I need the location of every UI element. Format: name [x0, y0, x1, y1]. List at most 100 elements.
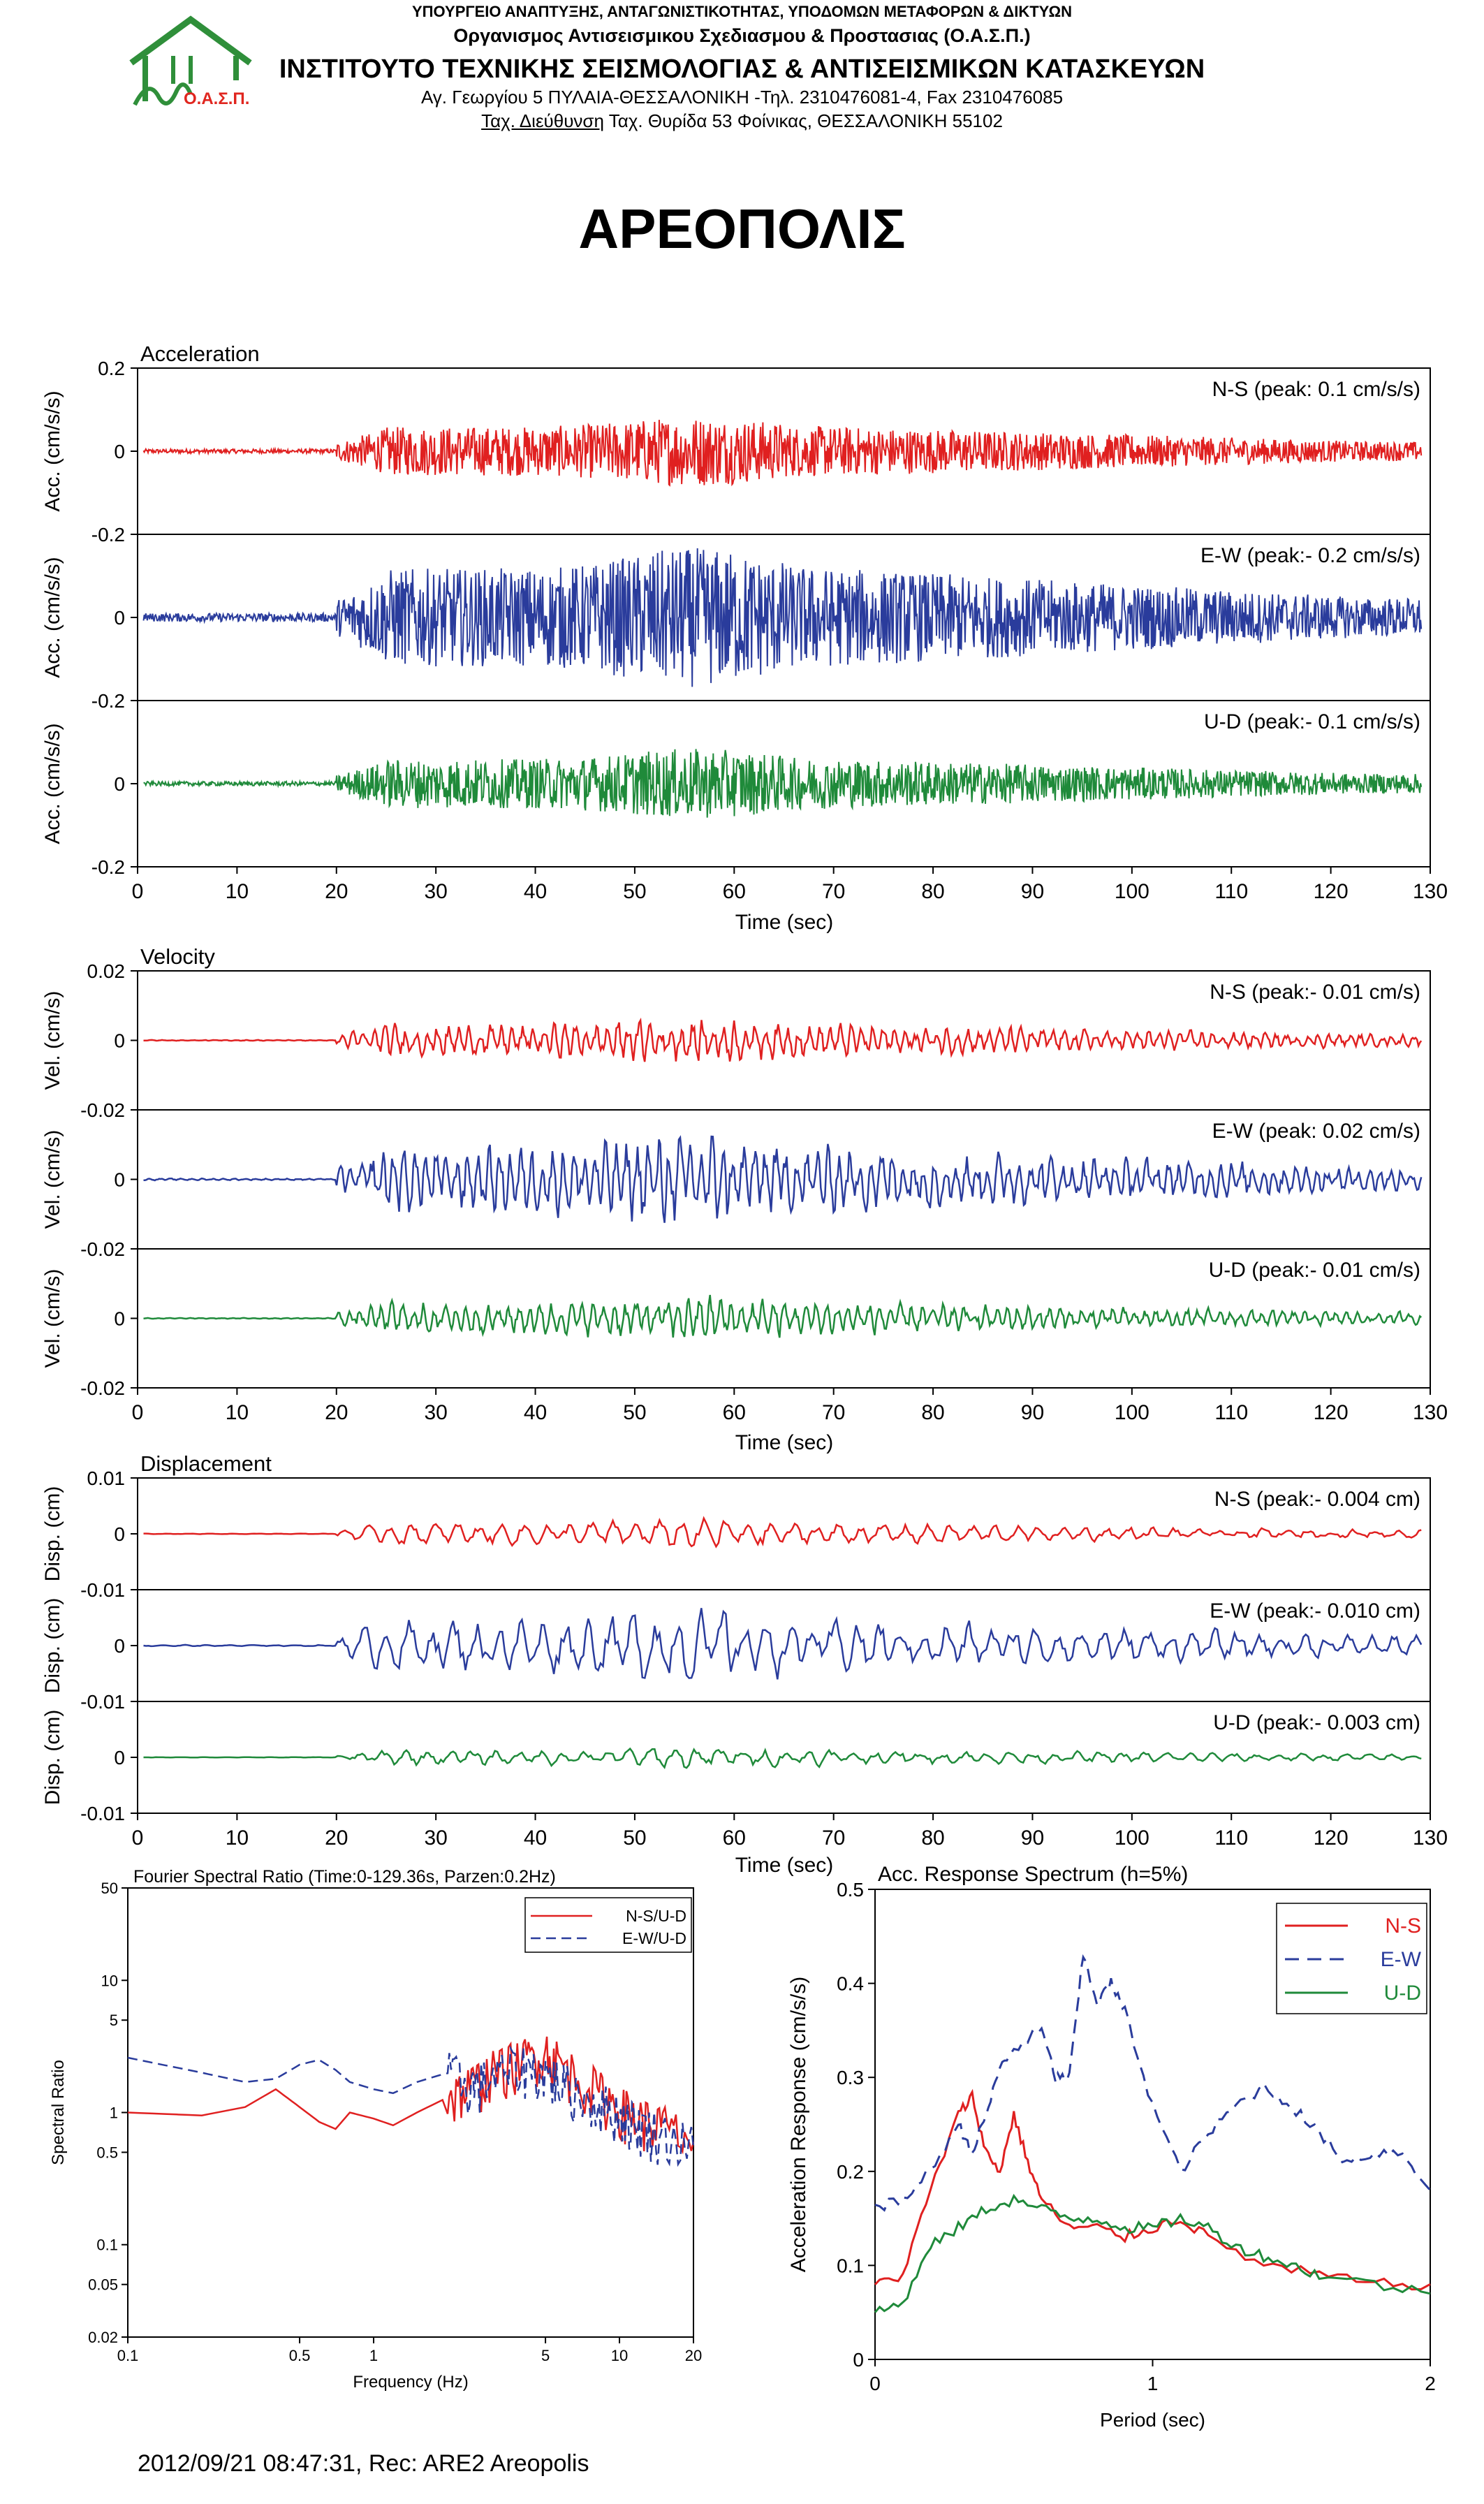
postal-line: Ταχ. Διεύθυνση Ταχ. Θυρίδα 53 Φοίνικας, …	[0, 110, 1484, 132]
x-tick-label: 60	[723, 1826, 746, 1850]
y-tick-label: 0.3	[837, 2067, 864, 2088]
y-axis-label: Acceleration Response (cm/s/s)	[787, 1977, 810, 2273]
waveform-line	[143, 1747, 1422, 1769]
legend-box	[1276, 1903, 1427, 2014]
x-tick-label: 110	[1214, 1401, 1248, 1424]
x-tick-label: 10	[226, 1826, 249, 1850]
spectral-ratio-line	[127, 2045, 695, 2167]
y-tick-label: 0	[114, 1523, 125, 1545]
y-tick-label: 0.1	[837, 2255, 864, 2276]
x-tick-label: 40	[524, 1401, 547, 1424]
postal-text: Ταχ. Θυρίδα 53 Φοίνικας, ΘΕΣΣΑΛΟΝΙΚΗ 551…	[603, 110, 1003, 131]
x-tick-label: 130	[1413, 1826, 1448, 1850]
x-tick-label: 0.5	[289, 2347, 311, 2364]
y-tick-label: 0.02	[88, 2329, 118, 2346]
x-tick-label: 50	[623, 1826, 646, 1850]
x-tick-label: 90	[1021, 880, 1044, 903]
y-tick-label: 0	[114, 773, 125, 795]
y-tick-label: 0.05	[88, 2276, 118, 2294]
x-tick-label: 20	[325, 880, 348, 903]
x-tick-label: 90	[1021, 1401, 1044, 1424]
x-tick-label: 120	[1314, 880, 1349, 903]
x-tick-label: 80	[921, 880, 944, 903]
x-tick-label: 20	[685, 2347, 702, 2364]
y-tick-label: 0.2	[837, 2161, 864, 2183]
y-tick-label: 0.5	[837, 1879, 864, 1901]
chart-title: Fourier Spectral Ratio (Time:0-129.36s, …	[133, 1867, 556, 1887]
waveform-line	[143, 1135, 1423, 1223]
y-tick-label: 0.2	[98, 358, 125, 379]
x-tick-label: 120	[1314, 1826, 1349, 1850]
y-axis-label: Disp. (cm)	[41, 1710, 64, 1806]
y-tick-label: -0.02	[80, 1099, 125, 1121]
x-tick-label: 90	[1021, 1826, 1044, 1850]
y-tick-label: 0	[114, 1308, 125, 1330]
x-tick-label: 30	[424, 1401, 447, 1424]
legend-label: N-S	[1385, 1914, 1421, 1938]
y-axis-label: Acc. (cm/s/s)	[41, 390, 64, 511]
x-tick-label: 60	[723, 880, 746, 903]
y-tick-label: 0.5	[96, 2144, 118, 2161]
x-tick-label: 120	[1314, 1401, 1349, 1424]
institute-line: ΙΝΣΤΙΤΟΥΤΟ ΤΕΧΝΙΚΗΣ ΣΕΙΣΜΟΛΟΓΙΑΣ & ΑΝΤΙΣ…	[279, 54, 1205, 84]
series-label: N-S (peak: 0.1 cm/s/s)	[1212, 378, 1420, 401]
x-tick-label: 10	[226, 1401, 249, 1424]
x-axis-label: Time (sec)	[735, 1431, 834, 1454]
waveform-line	[143, 1017, 1423, 1062]
x-tick-label: 30	[424, 880, 447, 903]
y-tick-label: -0.02	[80, 1238, 125, 1260]
legend-label: U-D	[1384, 1982, 1421, 2005]
x-tick-label: 100	[1115, 1401, 1149, 1424]
series-label: U-D (peak:- 0.1 cm/s/s)	[1204, 710, 1420, 733]
logo-text: Ο.Α.Σ.Π.	[184, 89, 250, 108]
x-tick-label: 80	[921, 1401, 944, 1424]
waveform-line	[142, 420, 1423, 487]
chart-title: Acc. Response Spectrum (h=5%)	[878, 1863, 1188, 1886]
legend-label: E-W	[1381, 1948, 1422, 1971]
x-tick-label: 130	[1413, 1401, 1448, 1424]
y-axis-label: Acc. (cm/s/s)	[41, 557, 64, 678]
x-tick-label: 70	[822, 1826, 845, 1850]
series-label: N-S (peak:- 0.004 cm)	[1214, 1488, 1420, 1511]
y-tick-label: -0.2	[91, 856, 125, 878]
x-tick-label: 70	[822, 1401, 845, 1424]
x-tick-label: 0	[132, 880, 144, 903]
chart-title: Displacement	[140, 1451, 272, 1476]
waveform-line	[143, 1608, 1423, 1680]
x-tick-label: 1	[369, 2347, 378, 2364]
x-tick-label: 70	[822, 880, 845, 903]
y-axis-label: Disp. (cm)	[41, 1486, 64, 1582]
x-tick-label: 100	[1115, 880, 1149, 903]
y-tick-label: -0.01	[80, 1579, 125, 1601]
ministry-line: ΥΠΟΥΡΓΕΙΟ ΑΝΑΠΤΥΞΗΣ, ΑΝΤΑΓΩΝΙΣΤΙΚΟΤΗΤΑΣ,…	[411, 3, 1073, 20]
y-axis-label: Acc. (cm/s/s)	[41, 723, 64, 844]
x-axis-label: Time (sec)	[735, 1854, 834, 1877]
x-tick-label: 110	[1214, 880, 1248, 903]
series-label: E-W (peak:- 0.010 cm)	[1210, 1599, 1420, 1623]
y-tick-label: 5	[110, 2012, 118, 2029]
x-axis-label: Period (sec)	[1100, 2409, 1205, 2431]
y-tick-label: 0	[114, 1030, 125, 1052]
y-axis-label: Spectral Ratio	[49, 2060, 68, 2165]
y-tick-label: -0.2	[91, 524, 125, 546]
x-tick-label: 40	[524, 1826, 547, 1850]
response-spectrum-line	[874, 2193, 1431, 2313]
y-tick-label: 0.4	[837, 1973, 864, 1995]
series-label: U-D (peak:- 0.01 cm/s)	[1209, 1259, 1420, 1282]
chart-title: Velocity	[140, 944, 215, 969]
y-axis-label: Disp. (cm)	[41, 1598, 64, 1694]
y-tick-label: 0	[114, 1635, 125, 1657]
spectral-ratio-line	[127, 2036, 695, 2155]
postal-label: Ταχ. Διεύθυνση	[481, 110, 604, 131]
series-label: N-S (peak:- 0.01 cm/s)	[1210, 981, 1420, 1004]
y-tick-label: 0	[114, 607, 125, 629]
x-tick-label: 10	[611, 2347, 628, 2364]
x-tick-label: 130	[1413, 880, 1448, 903]
y-tick-label: 0.01	[87, 1467, 126, 1489]
x-tick-label: 0.1	[117, 2347, 139, 2364]
waveform-line	[143, 1516, 1422, 1548]
chart-title: Acceleration	[140, 342, 260, 366]
y-tick-label: -0.01	[80, 1691, 125, 1713]
x-tick-label: 5	[541, 2347, 550, 2364]
y-tick-label: -0.2	[91, 690, 125, 712]
